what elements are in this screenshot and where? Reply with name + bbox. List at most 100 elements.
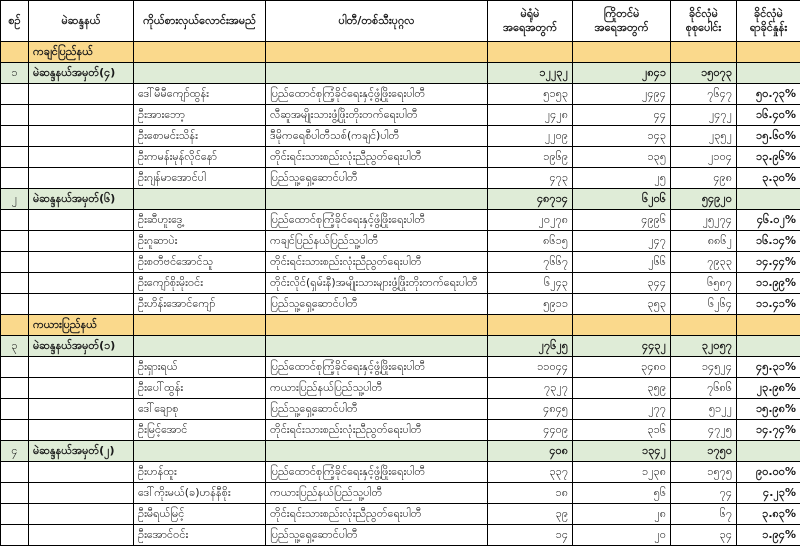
cell-advance: ၅၆ xyxy=(572,482,671,504)
cell-party xyxy=(265,41,488,63)
candidate-row: ဦးမီရယ်မြင့် တိုင်းရင်းသားစည်းလုံးညီညွတ်ရ… xyxy=(0,503,800,525)
constituency-summary-row: ၁မဲဆန္ဒနယ်အမှတ်(၄) ၁၂၂၃၂ ၂၈၄၁ ၁၅၀၇၃ xyxy=(0,62,800,84)
cell-valid_total: ၈၈၆၂ xyxy=(670,230,737,252)
cell-advance: ၄၉၉၆ xyxy=(572,209,671,231)
cell-valid_total: ၆၂၆၄ xyxy=(670,293,737,315)
cell-constituency: ကချင်ပြည်နယ် xyxy=(28,41,134,63)
cell-candidate xyxy=(133,62,266,84)
cell-advance: ၃၄၈၀ xyxy=(572,356,671,378)
candidate-row: ဦးဟိန်းအောင်ကျော် ပြည်သူ့ရှေ့ဆောင်ပါတီ ၅၉၁… xyxy=(0,293,800,315)
cell-no xyxy=(0,104,29,126)
column-header-valid_pct-line: ရာခိုင်နှုန်း xyxy=(749,21,788,34)
cell-constituency xyxy=(28,272,134,294)
cell-valid_total xyxy=(670,41,737,63)
column-header-valid_total-line: ခိုင်လုံမဲ xyxy=(689,7,718,21)
cell-valid_pct: ၅၀.၇၃% xyxy=(736,83,800,105)
candidate-row: ဦးဂူဆာပဲး ကချင်ပြည်နယ်ပြည်သူ့ပါတီ ၈၆၁၅ ၂၄၇၈… xyxy=(0,230,800,252)
cell-valid_pct: ၃.၈၃% xyxy=(736,503,800,525)
candidate-row: ဦးရှားရယ် ပြည်ထောင်စုကြံ့ခိုင်ရေးနှင့်ဖွံ… xyxy=(0,356,800,378)
column-header-constituency: မဲဆန္ဒနယ် xyxy=(28,0,134,42)
cell-no: ၄ xyxy=(0,440,29,462)
cell-party: ပြည်သူ့ရှေ့ဆောင်ပါတီ xyxy=(265,524,488,546)
cell-constituency xyxy=(28,251,134,273)
cell-candidate: ဦးဆီဟူးဒွေ့ xyxy=(133,209,266,231)
cell-constituency xyxy=(28,524,134,546)
cell-advance: ၃၁၆ xyxy=(572,419,671,441)
column-header-advance: ကြိုတင်မဲ အရေအတွက် xyxy=(572,0,671,42)
cell-candidate: ဦးပေါ်ထွန်း xyxy=(133,377,266,399)
cell-party xyxy=(265,188,488,210)
cell-polling: ၂၂၀၉ xyxy=(487,125,573,147)
cell-constituency xyxy=(28,377,134,399)
cell-no xyxy=(0,461,29,483)
column-header-valid_pct: ခိုင်လုံမဲ ရာခိုင်နှုန်း xyxy=(736,0,800,42)
cell-valid_pct xyxy=(736,335,800,357)
candidate-row: ဦးမြင့်အောင် တိုင်းရင်းသားစည်းလုံးညီညွတ်ရ… xyxy=(0,419,800,441)
cell-constituency xyxy=(28,146,134,168)
cell-valid_total: ၄၇၂၅ xyxy=(670,419,737,441)
cell-party: တိုင်းလိုင်(ရှမ်းနီ)အမျိုးသားများဖွံ့ဖြိ… xyxy=(265,272,488,294)
cell-valid_pct: ၁၄.၇၄% xyxy=(736,419,800,441)
cell-no: ၃ xyxy=(0,335,29,357)
cell-polling: ၅၁၅၃ xyxy=(487,83,573,105)
cell-advance: ၁၃၄၂ xyxy=(572,440,671,462)
cell-party: ပြည်ထောင်စုကြံ့ခိုင်ရေးနှင့်ဖွံ့ဖြိုးရေး… xyxy=(265,83,488,105)
cell-no xyxy=(0,419,29,441)
cell-valid_pct: ၁၁.၄၁% xyxy=(736,293,800,315)
cell-valid_total: ၁၇၅၀ xyxy=(670,440,737,462)
cell-constituency xyxy=(28,104,134,126)
cell-advance xyxy=(572,314,671,336)
cell-valid_pct: ၁၆.၁၄% xyxy=(736,230,800,252)
candidate-row: ဒေါ်ကိုးမယ်(ခ)ဟန်နီစိုး ကယားပြည်နယ်ပြည်သူ… xyxy=(0,482,800,504)
cell-valid_total: ၁၅၇၅ xyxy=(670,461,737,483)
cell-valid_total: ၁၅၀၇၃ xyxy=(670,62,737,84)
cell-candidate: ဒေါ်မီမီကျော်ထွန်း xyxy=(133,83,266,105)
cell-candidate: ဦးစောမင်းသိန်း xyxy=(133,125,266,147)
column-header-polling-line: အရေအတွက် xyxy=(503,21,557,34)
column-header-party-line: ပါတီ/တစ်သီးပုဂ္ဂလ xyxy=(338,14,415,28)
cell-no xyxy=(0,482,29,504)
cell-no xyxy=(0,356,29,378)
cell-polling: ၁၂၂၃၂ xyxy=(487,62,573,84)
cell-advance: ၃၄၄ xyxy=(572,272,671,294)
cell-party: တိုင်းရင်းသားစည်းလုံးညီညွတ်ရေးပါတီ xyxy=(265,251,488,273)
cell-valid_pct xyxy=(736,314,800,336)
cell-polling: ၃၉ xyxy=(487,503,573,525)
cell-advance: ၄၄၃၂ xyxy=(572,335,671,357)
constituency-summary-row: ၃မဲဆန္ဒနယ်အမှတ်(၁) ၂၇၆၂၅ ၄၄၃၂ ၃၂၀၅၇ xyxy=(0,335,800,357)
cell-constituency xyxy=(28,356,134,378)
cell-advance: ၂၅ xyxy=(572,167,671,189)
header-row: စဉ် မဲဆန္ဒနယ် ကိုယ်စားလှယ်လောင်းအမည် ပါတီ/တ… xyxy=(0,0,800,42)
cell-no xyxy=(0,83,29,105)
cell-candidate xyxy=(133,335,266,357)
cell-valid_pct: ၂၃.၉၈% xyxy=(736,377,800,399)
cell-candidate: ဦးကျော်စိုးမိုးဝင်း xyxy=(133,272,266,294)
cell-polling: ၁၁၀၄၄ xyxy=(487,356,573,378)
cell-valid_total: ၄၉၈ xyxy=(670,167,737,189)
column-header-polling: မဲရုံမဲ အရေအတွက် xyxy=(487,0,573,42)
cell-no xyxy=(0,209,29,231)
cell-polling xyxy=(487,41,573,63)
cell-no xyxy=(0,293,29,315)
cell-valid_total: ၃၄ xyxy=(670,524,737,546)
cell-candidate: ဦးစတီဗင်အောင်သူ xyxy=(133,251,266,273)
state-section-row: ကယားပြည်နယ် xyxy=(0,314,800,336)
cell-constituency xyxy=(28,419,134,441)
cell-valid_pct: ၁၆.၄၀% xyxy=(736,104,800,126)
constituency-summary-row: ၄မဲဆန္ဒနယ်အမှတ်(၂) ၄၀၈ ၁၃၄၂ ၁၇၅၀ xyxy=(0,440,800,462)
state-section-row: ကချင်ပြည်နယ် xyxy=(0,41,800,63)
cell-no xyxy=(0,524,29,546)
cell-constituency xyxy=(28,125,134,147)
cell-valid_total xyxy=(670,314,737,336)
cell-party xyxy=(265,440,488,462)
cell-party: ပြည်သူ့ရှေ့ဆောင်ပါတီ xyxy=(265,167,488,189)
cell-polling: ၅၉၁၁ xyxy=(487,293,573,315)
cell-valid_total: ၅၄၉၂၀ xyxy=(670,188,737,210)
cell-advance: ၂၄၇ xyxy=(572,230,671,252)
column-header-constituency-line: မဲဆန္ဒနယ် xyxy=(61,14,101,28)
cell-party: တိုင်းရင်းသားစည်းလုံးညီညွတ်ရေးပါတီ xyxy=(265,146,488,168)
cell-candidate: ဒေါ်ချောစု xyxy=(133,398,266,420)
candidate-row: ဒေါ်ချောစု ပြည်သူ့ရှေ့ဆောင်ပါတီ ၄၈၄၅ ၂၇၇ ၅၁၂… xyxy=(0,398,800,420)
cell-advance: ၁၃၅ xyxy=(572,146,671,168)
cell-constituency xyxy=(28,482,134,504)
